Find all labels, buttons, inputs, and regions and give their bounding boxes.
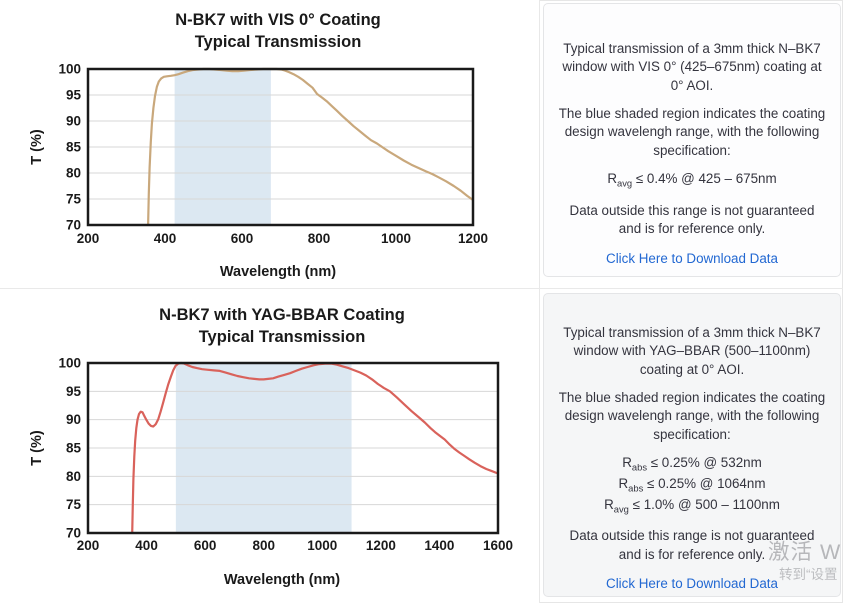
chart-title-line1: N-BK7 with VIS 0° Coating [175, 11, 381, 29]
x-tick-label: 600 [231, 231, 254, 246]
panel-vis-coating: N-BK7 with VIS 0° Coating Typical Transmi… [0, 0, 843, 289]
disclaimer-text: Data outside this range is not guarantee… [569, 202, 815, 237]
x-tick-label: 1200 [458, 231, 488, 246]
x-tick-label: 800 [252, 538, 275, 553]
y-tick-label: 75 [66, 497, 82, 512]
spec-line: Ravg ≤ 0.4% @ 425 – 675nm [607, 171, 777, 189]
y-tick-label: 95 [66, 384, 82, 399]
panel-yag-coating: N-BK7 with YAG-BBAR Coating Typical Trans… [0, 289, 843, 603]
x-axis-label: Wavelength (nm) [220, 264, 336, 280]
vis-transmission-chart: N-BK7 with VIS 0° Coating Typical Transmi… [29, 11, 488, 280]
yag-transmission-chart: N-BK7 with YAG-BBAR Coating Typical Trans… [29, 306, 513, 588]
disclaimer-text: Data outside this range is not guarantee… [569, 528, 815, 562]
spec-lines: Ravg ≤ 0.4% @ 425 – 675nm [557, 170, 827, 190]
description-text: Typical transmission of a 3mm thick N–BK… [562, 41, 822, 93]
y-tick-label: 70 [66, 218, 81, 233]
x-tick-label: 200 [77, 231, 100, 246]
shaded-region-note: The blue shaded region indicates the coa… [558, 106, 826, 158]
x-tick-label: 1400 [424, 538, 454, 553]
x-tick-label: 1000 [307, 538, 337, 553]
y-tick-label: 100 [58, 62, 81, 77]
x-tick-label: 600 [194, 538, 217, 553]
x-tick-label: 800 [308, 231, 331, 246]
x-axis-label: Wavelength (nm) [224, 572, 340, 588]
transmission-curve [131, 361, 498, 533]
y-tick-label: 85 [66, 441, 82, 456]
y-tick-label: 80 [66, 166, 81, 181]
spec-line: Rabs ≤ 0.25% @ 1064nm [618, 475, 766, 494]
y-tick-label: 90 [66, 412, 81, 427]
plot-border [86, 361, 500, 535]
chart-cell-vis: N-BK7 with VIS 0° Coating Typical Transmi… [0, 0, 540, 288]
y-tick-label: 95 [66, 88, 82, 103]
y-tick-label: 90 [66, 114, 81, 129]
info-card-yag: Typical transmission of a 3mm thick N–BK… [543, 293, 841, 597]
x-tick-label: 400 [154, 231, 177, 246]
x-tick-label: 1600 [483, 538, 513, 553]
chart-title-line1: N-BK7 with YAG-BBAR Coating [159, 306, 405, 324]
info-cell-vis: Typical transmission of a 3mm thick N–BK… [540, 0, 843, 288]
windows-activation-watermark-subtext: 转到“设置 [779, 567, 838, 582]
description-text: Typical transmission of a 3mm thick N–BK… [563, 325, 821, 377]
chart-title-line2: Typical Transmission [195, 33, 362, 51]
info-cell-yag: Typical transmission of a 3mm thick N–BK… [540, 289, 843, 603]
chart-cell-yag: N-BK7 with YAG-BBAR Coating Typical Trans… [0, 289, 540, 603]
chart-title-line2: Typical Transmission [199, 328, 366, 346]
download-data-link[interactable]: Click Here to Download Data [606, 250, 778, 266]
y-tick-label: 70 [66, 526, 81, 541]
plot-border [86, 67, 475, 227]
windows-activation-watermark: 激活 W [768, 540, 842, 564]
download-data-link[interactable]: Click Here to Download Data [606, 575, 778, 591]
x-tick-label: 200 [77, 538, 100, 553]
x-tick-label: 1200 [366, 538, 396, 553]
y-tick-label: 80 [66, 469, 81, 484]
x-tick-label: 1000 [381, 231, 411, 246]
shaded-region-note: The blue shaded region indicates the coa… [558, 390, 826, 442]
y-axis-label: T (%) [29, 129, 45, 165]
y-tick-label: 75 [66, 192, 82, 207]
info-card-vis: Typical transmission of a 3mm thick N–BK… [543, 3, 841, 277]
spec-line: Rabs ≤ 0.25% @ 532nm [622, 455, 762, 473]
y-tick-label: 85 [66, 140, 82, 155]
y-tick-label: 100 [58, 356, 81, 371]
spec-lines: Rabs ≤ 0.25% @ 532nm Rabs ≤ 0.25% @ 1064n… [557, 454, 827, 515]
y-axis-label: T (%) [29, 430, 45, 466]
x-tick-label: 400 [135, 538, 158, 553]
spec-line: Ravg ≤ 1.0% @ 500 – 1100nm [604, 496, 780, 515]
